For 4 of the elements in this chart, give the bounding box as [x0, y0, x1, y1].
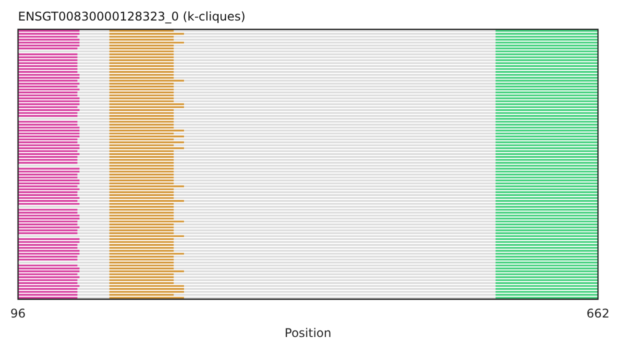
x-tick-label: 662 [586, 306, 610, 321]
chart-title: ENSGT00830000128323_0 (k-cliques) [18, 9, 246, 24]
x-tick-label: 96 [10, 306, 26, 321]
x-axis-title: Position [284, 326, 332, 340]
